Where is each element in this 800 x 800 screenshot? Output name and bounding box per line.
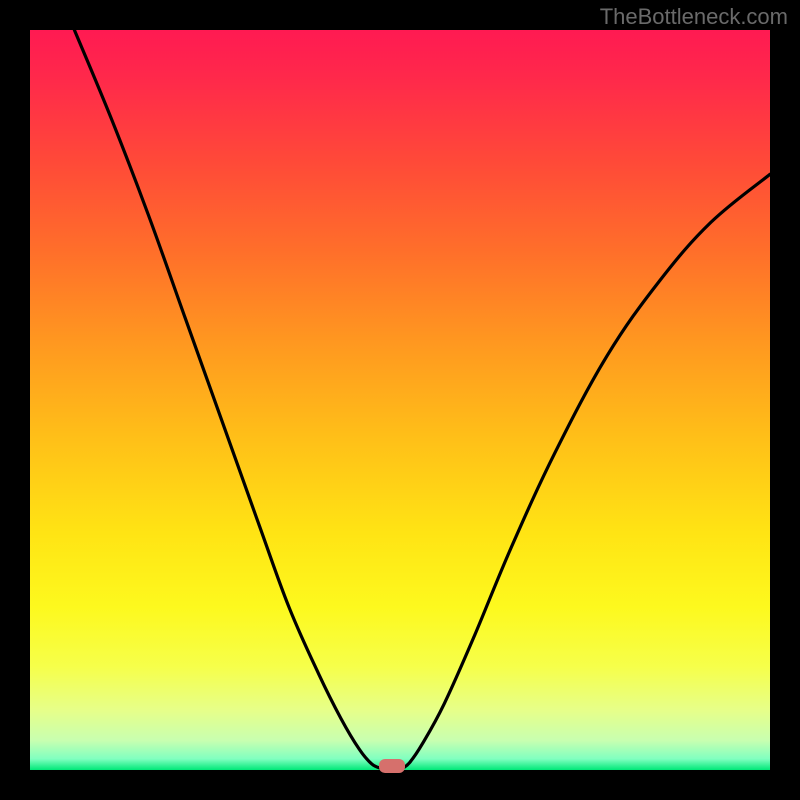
bottleneck-curve xyxy=(30,30,770,770)
chart-frame: TheBottleneck.com xyxy=(0,0,800,800)
watermark-text: TheBottleneck.com xyxy=(600,4,788,30)
plot-area xyxy=(30,30,770,770)
optimal-point-marker xyxy=(379,759,405,773)
